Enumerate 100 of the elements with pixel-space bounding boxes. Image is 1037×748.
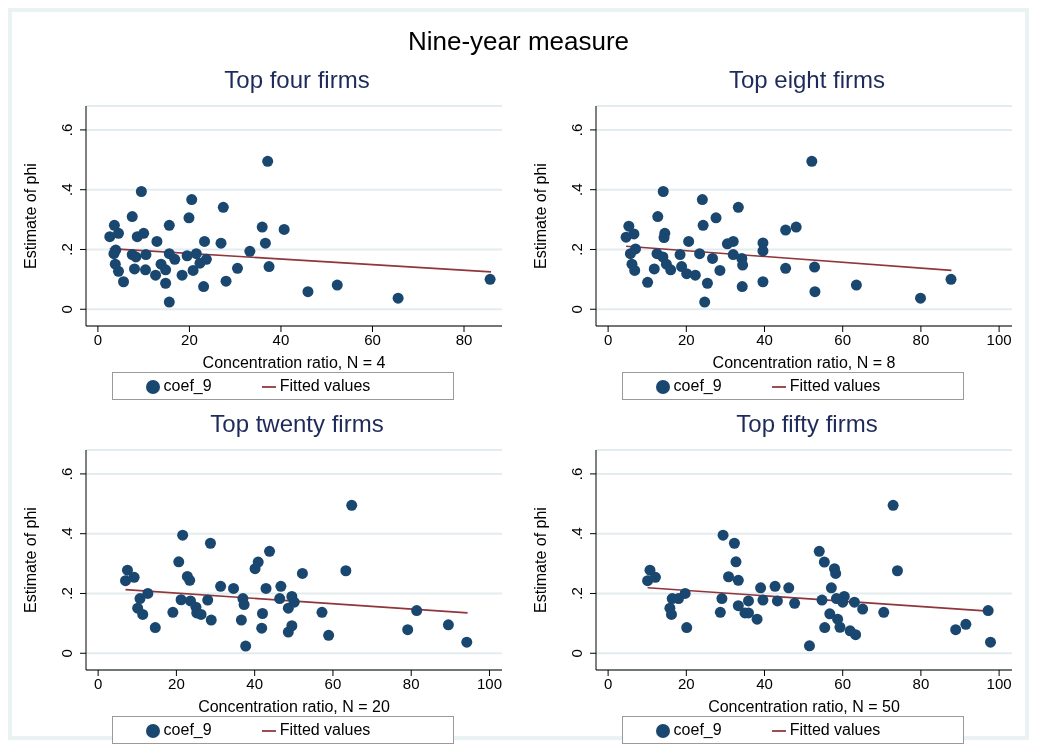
point bbox=[108, 219, 120, 231]
point bbox=[190, 248, 202, 260]
point bbox=[177, 529, 189, 541]
point bbox=[652, 211, 664, 223]
point bbox=[257, 608, 268, 620]
chart-title: Top fifty firms bbox=[735, 410, 879, 439]
x-tick-label: 0 bbox=[603, 674, 613, 692]
legend-label: coef_9 bbox=[673, 721, 722, 738]
point bbox=[411, 605, 423, 617]
point bbox=[176, 269, 188, 281]
point bbox=[676, 261, 688, 273]
point bbox=[296, 567, 308, 579]
point bbox=[205, 614, 217, 626]
point bbox=[783, 582, 795, 594]
y-axis-title: Estimate of phi bbox=[21, 163, 39, 269]
point bbox=[484, 273, 496, 285]
point bbox=[679, 587, 691, 599]
point bbox=[982, 605, 994, 617]
point bbox=[769, 580, 781, 592]
chart-title: Top eight firms bbox=[727, 66, 887, 95]
y-axis-title: Estimate of phi bbox=[531, 507, 549, 613]
y-tick-label: .6 bbox=[568, 123, 585, 137]
point bbox=[806, 155, 818, 167]
y-tick-label: .2 bbox=[568, 243, 585, 256]
point bbox=[623, 220, 635, 232]
point bbox=[727, 249, 739, 261]
point bbox=[187, 264, 199, 276]
y-tick-label: .4 bbox=[568, 183, 585, 196]
x-tick-label: 20 bbox=[168, 674, 185, 692]
point bbox=[710, 212, 722, 224]
point bbox=[126, 211, 138, 223]
point bbox=[134, 593, 146, 605]
point bbox=[199, 235, 211, 247]
point bbox=[121, 564, 133, 576]
point bbox=[167, 606, 179, 618]
point bbox=[818, 556, 830, 568]
x-tick-label: 0 bbox=[603, 330, 613, 348]
point bbox=[302, 286, 314, 298]
point bbox=[259, 237, 271, 249]
point bbox=[150, 269, 162, 281]
point bbox=[175, 594, 187, 606]
point bbox=[240, 640, 252, 652]
point bbox=[151, 235, 163, 247]
y-tick-label: 0 bbox=[568, 305, 585, 314]
point bbox=[649, 571, 661, 583]
point bbox=[120, 575, 132, 587]
point bbox=[857, 603, 869, 615]
point bbox=[215, 237, 227, 249]
y-tick-label: 0 bbox=[58, 305, 75, 314]
point bbox=[628, 228, 640, 240]
point bbox=[728, 537, 740, 549]
point bbox=[757, 276, 769, 288]
point bbox=[813, 545, 825, 557]
x-tick-label: 40 bbox=[246, 674, 264, 692]
point bbox=[402, 624, 414, 636]
x-tick-label: 20 bbox=[677, 674, 695, 692]
point bbox=[173, 556, 185, 568]
point bbox=[790, 221, 802, 233]
x-tick-label: 60 bbox=[324, 674, 342, 692]
point bbox=[461, 636, 473, 648]
point bbox=[736, 281, 748, 293]
point bbox=[256, 221, 268, 233]
point bbox=[215, 580, 227, 592]
point bbox=[809, 286, 821, 298]
point bbox=[130, 251, 142, 263]
point bbox=[714, 264, 726, 276]
point bbox=[138, 227, 150, 239]
point bbox=[751, 613, 763, 625]
point bbox=[714, 606, 726, 618]
point bbox=[278, 223, 290, 235]
point bbox=[392, 292, 404, 304]
point bbox=[128, 571, 140, 583]
point bbox=[694, 248, 706, 260]
point bbox=[200, 253, 212, 265]
legend-label: coef_9 bbox=[163, 377, 212, 394]
chart-title: Top twenty firms bbox=[209, 410, 385, 439]
y-tick-label: .2 bbox=[568, 587, 585, 600]
point bbox=[217, 201, 229, 213]
point bbox=[665, 264, 677, 276]
point bbox=[264, 545, 276, 557]
point bbox=[648, 263, 660, 275]
legend-label: coef_9 bbox=[673, 377, 722, 394]
chart-title: Top four firms bbox=[223, 66, 371, 95]
point bbox=[681, 622, 693, 634]
y-tick-label: .2 bbox=[58, 587, 75, 600]
point bbox=[701, 277, 713, 289]
point bbox=[697, 219, 709, 231]
point bbox=[689, 269, 701, 281]
point bbox=[186, 194, 198, 206]
point bbox=[717, 529, 729, 541]
point bbox=[235, 614, 247, 626]
x-axis-title: Concentration ratio, N = 4 bbox=[202, 354, 386, 371]
point bbox=[142, 587, 154, 599]
point bbox=[163, 219, 175, 231]
point bbox=[135, 185, 147, 197]
point bbox=[834, 621, 846, 633]
point bbox=[181, 250, 193, 262]
point bbox=[824, 608, 836, 620]
point bbox=[204, 537, 216, 549]
point bbox=[231, 262, 243, 274]
